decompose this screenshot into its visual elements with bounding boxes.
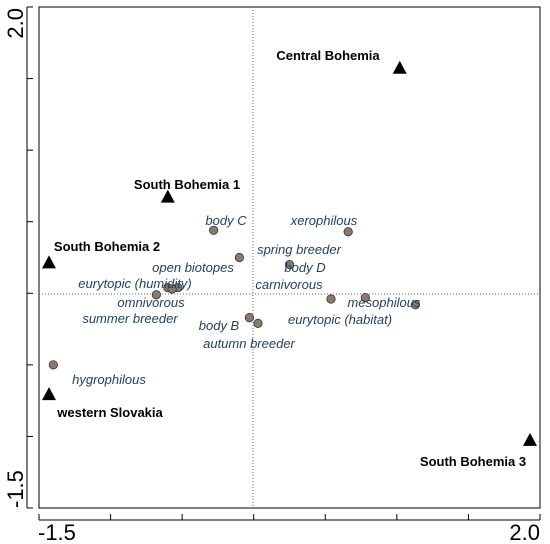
site-marker <box>42 255 56 269</box>
trait-label-carnivorous: carnivorous <box>255 277 323 292</box>
trait-label-hygrophilous: hygrophilous <box>72 372 146 387</box>
trait-label-body-b: body B <box>199 318 240 333</box>
site-label-central-bohemia: Central Bohemia <box>276 48 380 63</box>
trait-label-open-biotopes: open biotopes <box>152 260 234 275</box>
trait-point <box>234 252 244 263</box>
trait-point <box>326 294 336 304</box>
trait-label-omnivorous: omnivorous <box>117 295 185 310</box>
x-axis-ticks <box>38 514 541 520</box>
trait-point <box>244 313 255 323</box>
trait-point <box>360 292 370 303</box>
trait-label-mesophilous: mesophilous <box>348 295 421 310</box>
trait-point <box>284 260 295 270</box>
trait-label-xerophilous: xerophilous <box>290 213 358 228</box>
site-marker <box>392 60 407 74</box>
trait-label-autumn-breeder: autumn breeder <box>203 336 295 351</box>
trait-label-spring-breeder: spring breeder <box>257 242 341 257</box>
trait-point <box>253 318 263 328</box>
trait-label-eurytopic-humidity: eurytopic (humidity) <box>78 276 191 291</box>
site-marker <box>42 387 56 401</box>
y-tick-label-min: -1.5 <box>3 470 28 508</box>
trait-label-body-d: body D <box>284 260 325 275</box>
trait-point <box>167 284 177 294</box>
trait-label-body-c: body C <box>205 213 247 228</box>
trait-point <box>209 225 219 235</box>
trait-point <box>48 360 58 370</box>
trait-point <box>410 300 421 310</box>
trait-label-eurytopic-habitat: eurytopic (habitat) <box>288 312 392 327</box>
site-marker <box>523 432 537 446</box>
trait-points <box>48 225 421 370</box>
x-tick-label-min: -1.5 <box>38 520 76 544</box>
x-tick-label-max: 2.0 <box>509 520 540 544</box>
site-markers <box>42 60 537 446</box>
site-label-south-bohemia-2: South Bohemia 2 <box>54 239 160 254</box>
y-axis-ticks <box>27 6 33 509</box>
trait-point <box>343 227 353 237</box>
site-label-western-slovakia: western Slovakia <box>56 405 163 420</box>
plot-frame <box>38 6 541 509</box>
y-tick-label-max: 2.0 <box>3 8 28 39</box>
site-label-south-bohemia-3: South Bohemia 3 <box>420 454 526 469</box>
trait-point <box>151 290 161 300</box>
site-label-south-bohemia-1: South Bohemia 1 <box>134 177 240 192</box>
trait-label-summer-breeder: summer breeder <box>82 311 178 326</box>
site-marker <box>160 189 175 203</box>
